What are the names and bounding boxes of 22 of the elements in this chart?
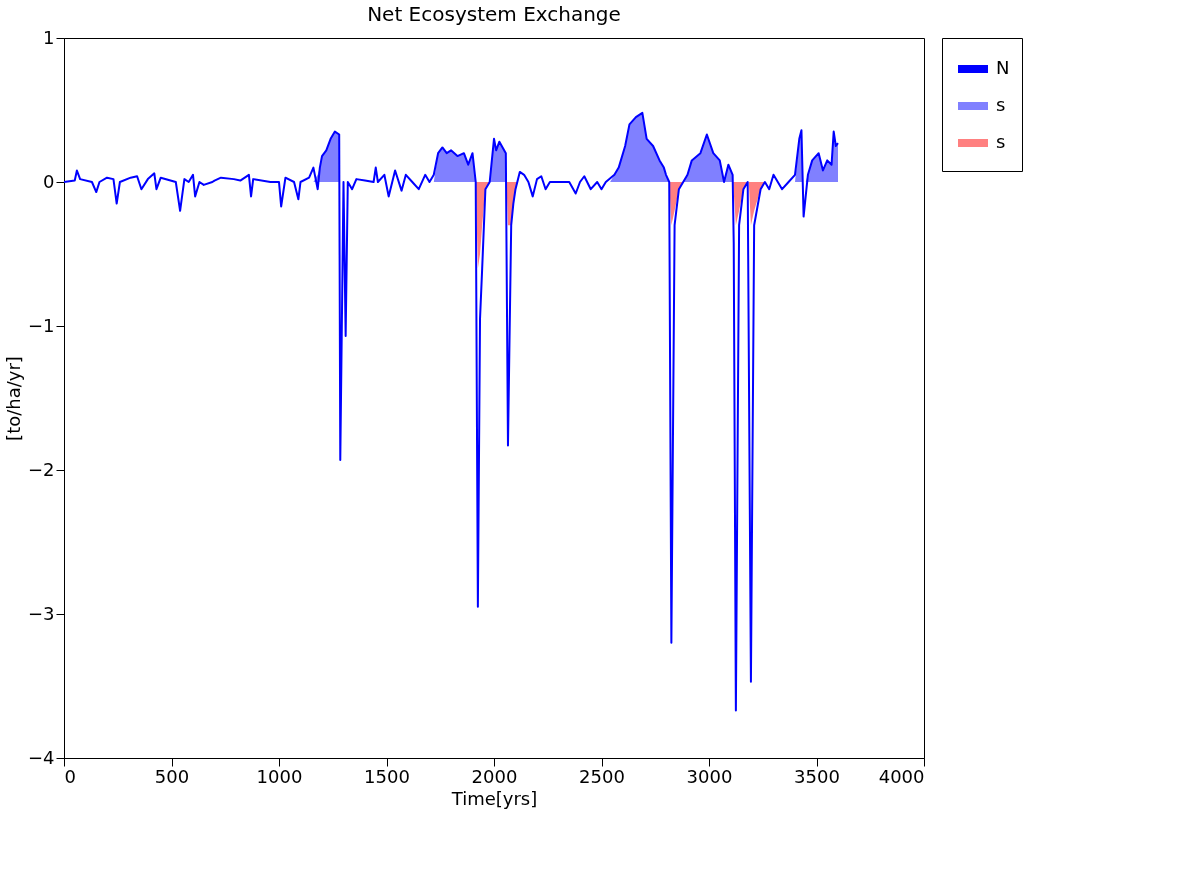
x-tick-label: 3000 <box>686 765 733 787</box>
x-tick-label: 500 <box>154 765 190 787</box>
y-tick-label: 0 <box>43 170 55 192</box>
x-tick-label: 4000 <box>878 765 925 787</box>
x-tick-label: 1000 <box>256 765 303 787</box>
x-tick-label: 2000 <box>471 765 518 787</box>
legend-label: N <box>996 57 1010 78</box>
x-tick-label: 2500 <box>579 765 625 787</box>
y-tick-label: −2 <box>27 458 55 480</box>
y-tick-label: −1 <box>27 314 55 336</box>
line-series <box>63 111 839 712</box>
x-tick-label: 1500 <box>364 765 410 787</box>
y-tick-label: −3 <box>27 602 55 624</box>
x-tick-label: 0 <box>64 765 76 787</box>
legend-label: s <box>996 94 1006 115</box>
x-axis-title: Time[yrs] <box>450 787 538 809</box>
y-tick-label: 1 <box>43 26 55 48</box>
chart-title: Net Ecosystem Exchange <box>367 2 621 26</box>
legend-label: s <box>996 131 1006 152</box>
y-axis-title: [to/ha/yr] <box>2 356 24 441</box>
x-tick-label: 3500 <box>794 765 840 787</box>
y-tick-label: −4 <box>27 746 55 768</box>
